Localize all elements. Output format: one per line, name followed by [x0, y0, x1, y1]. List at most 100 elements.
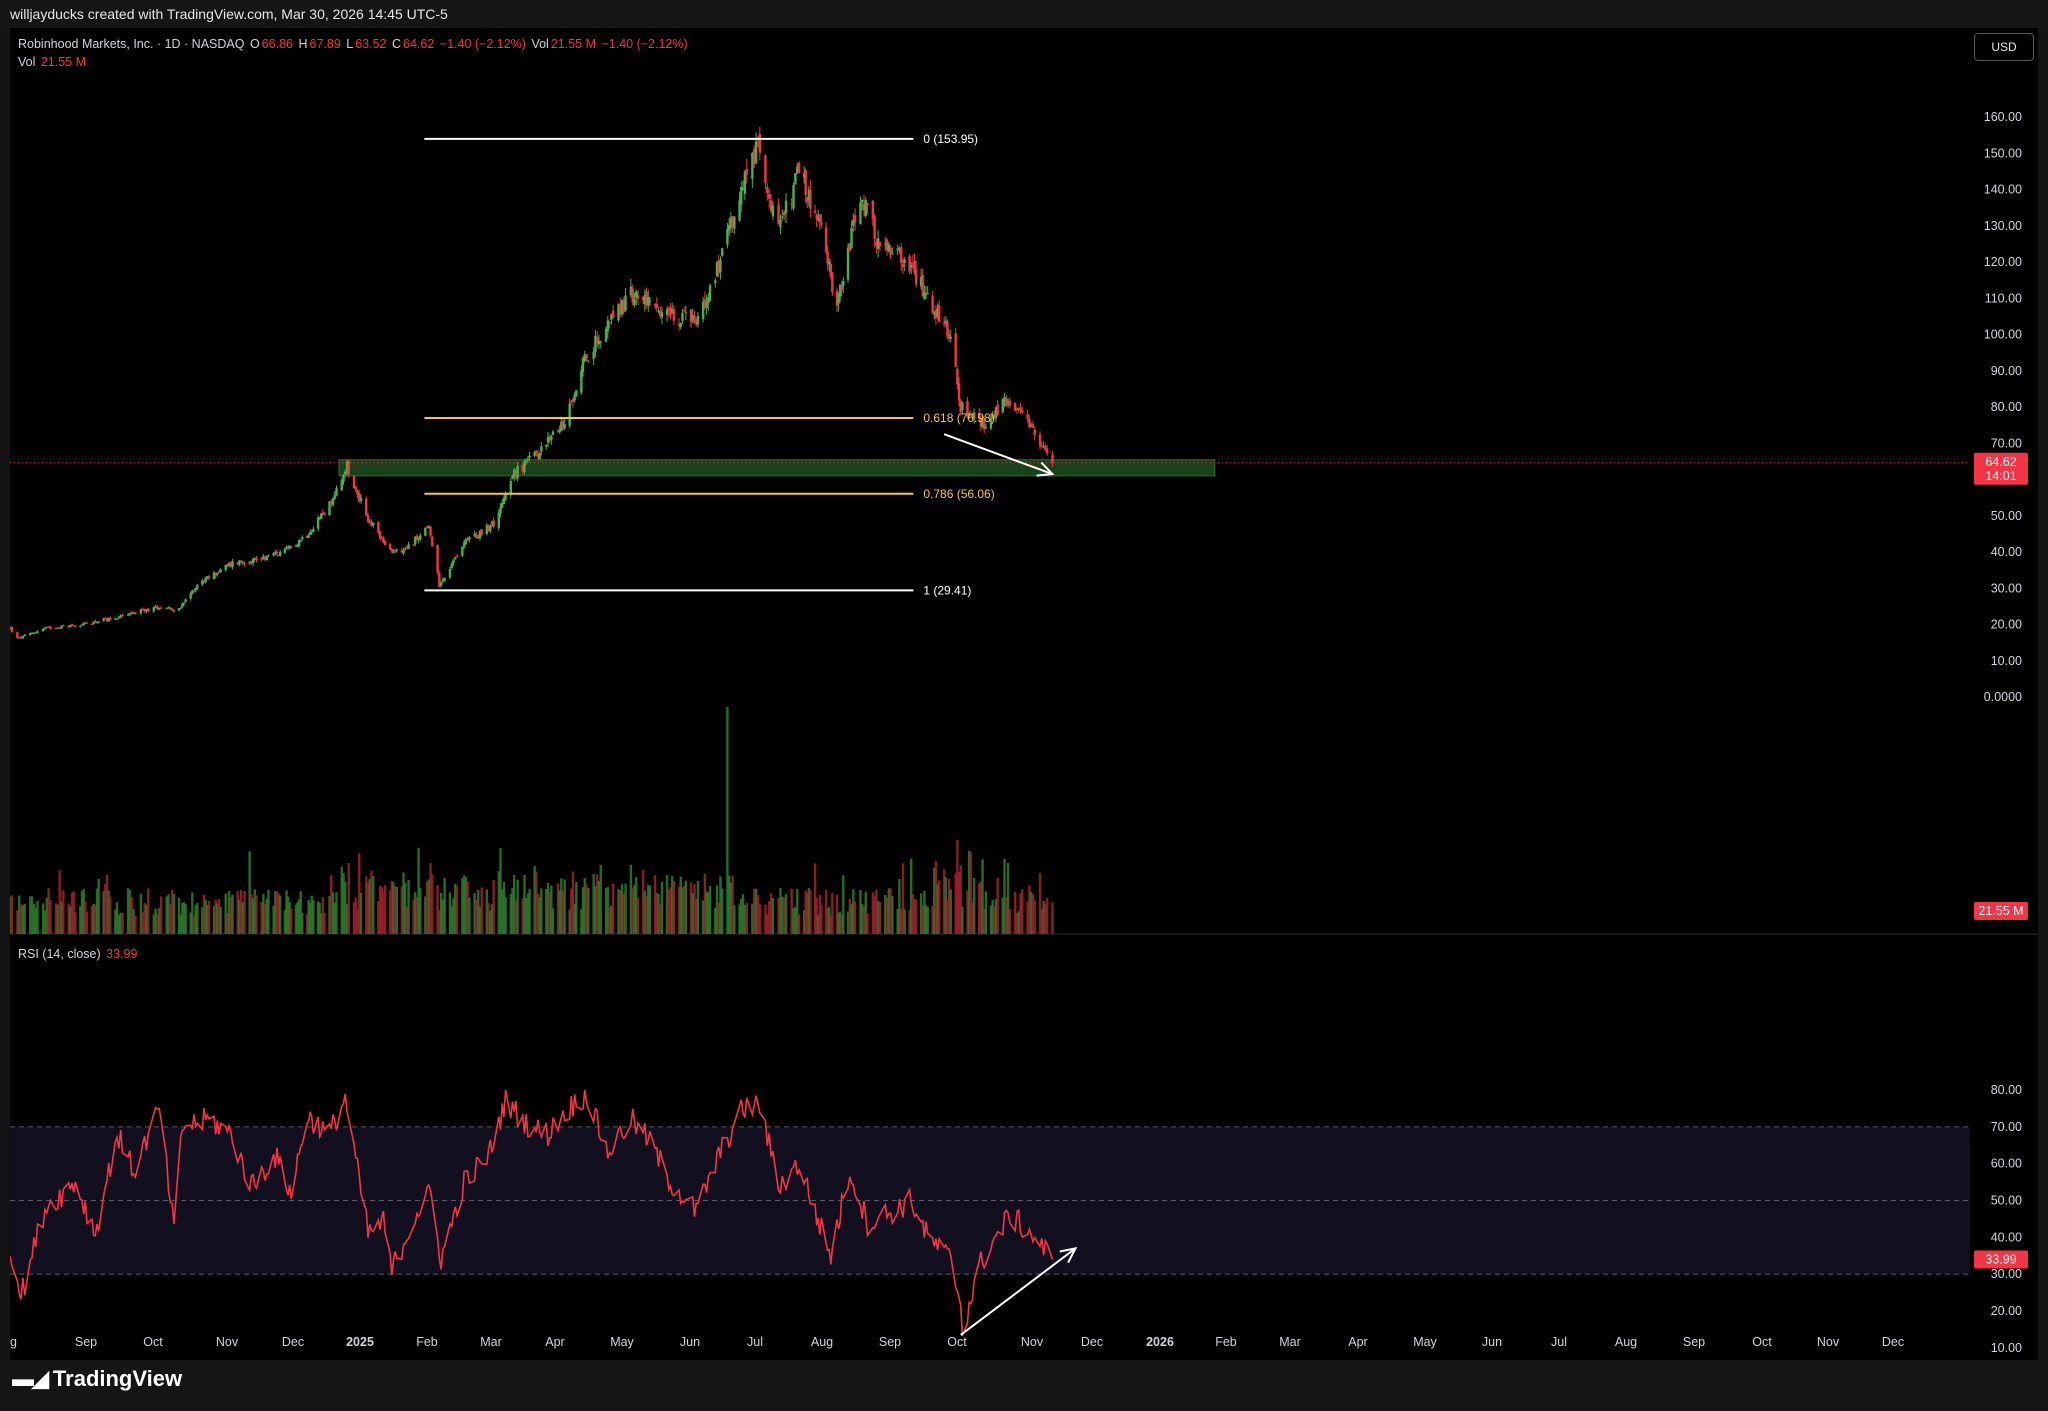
volume-bar [436, 885, 439, 934]
volume-bar [826, 907, 829, 934]
candle-body [580, 370, 583, 393]
candle-body [207, 576, 211, 579]
volume-bar [921, 905, 924, 934]
volume-bar [771, 898, 775, 934]
price-tick-label: 10.00 [1991, 654, 2022, 668]
volume-bar [848, 898, 851, 934]
rsi-series [9, 1089, 1054, 1337]
candle-body [954, 333, 957, 367]
currency-button[interactable]: USD [1974, 33, 2034, 61]
candle-body [771, 205, 775, 217]
candle-body [597, 340, 601, 345]
chart-area[interactable]: 0 (153.95) 0.618 (76.98) 0.786 (56.06) 1 (2… [3, 28, 2038, 1360]
volume-bar [265, 898, 268, 934]
volume-bar [636, 897, 640, 934]
candle-body [392, 551, 395, 553]
volume-bar [991, 899, 994, 934]
volume-bar [903, 909, 906, 934]
volume-bar [487, 902, 490, 934]
candle-body [312, 529, 315, 532]
time-axis-label: Sep [75, 1335, 97, 1349]
volume-bar [74, 912, 77, 934]
candle-body [837, 293, 840, 304]
rsi-tag-label: 33.99 [1985, 1252, 2016, 1266]
tradingview-logo[interactable]: ▬◢ TradingView [12, 1366, 182, 1392]
volume-bar [842, 875, 845, 934]
candle-body [908, 256, 911, 272]
fib-level-label: 0.786 (56.06) [923, 487, 994, 501]
volume-bar [846, 911, 850, 934]
volume-bar [514, 900, 518, 934]
volume-bar [792, 907, 795, 934]
volume-bar [733, 905, 736, 934]
volume-bar [32, 903, 36, 934]
candle-body [72, 625, 75, 627]
volume-bar [831, 892, 834, 934]
volume-bar [741, 894, 745, 934]
candle-body [796, 166, 799, 174]
volume-bar [535, 871, 538, 934]
volume-bar [901, 863, 905, 934]
price-tick-label: 30.00 [1991, 581, 2022, 595]
volume-bar [414, 892, 417, 934]
candle-body [403, 548, 407, 550]
candle-body [305, 535, 309, 538]
volume-bar [473, 893, 476, 934]
volume-bar [308, 902, 312, 934]
fibonacci-retracement[interactable]: 0 (153.95) 0.618 (76.98) 0.786 (56.06) 1 (2… [424, 132, 995, 597]
candle-body [682, 310, 686, 312]
chart-canvas[interactable]: 0 (153.95) 0.618 (76.98) 0.786 (56.06) 1 (2… [3, 28, 2038, 1360]
time-axis-label: Aug [811, 1335, 833, 1349]
volume-bar [984, 891, 988, 934]
support-zone-layer [10, 459, 1970, 477]
candle-body [947, 334, 951, 339]
candle-body [875, 242, 878, 246]
candle-body [581, 357, 585, 372]
time-axis-label: Mar [480, 1335, 502, 1349]
volume-tag [1974, 902, 2028, 920]
candle-body [972, 412, 976, 419]
candle-body [604, 329, 608, 342]
volume-bar [696, 880, 700, 934]
volume-bar [796, 889, 799, 934]
volume-bar [784, 894, 788, 934]
candle-body [443, 577, 446, 581]
volume-bar [475, 900, 478, 934]
candle-body [659, 310, 662, 316]
volume-bar [653, 875, 657, 934]
candle-body [946, 321, 949, 337]
candle-body [54, 627, 58, 629]
volume-bar [490, 904, 494, 934]
high-value: 67.89 [309, 37, 341, 51]
time-axis-label: Dec [1081, 1335, 1103, 1349]
time-axis-label: Jul [1551, 1335, 1567, 1349]
candle-body [903, 259, 906, 263]
volume-bar [347, 862, 350, 934]
last-price-tag [1974, 452, 2028, 485]
candle-body [307, 535, 310, 538]
volume-bar [703, 873, 707, 934]
candle-body [758, 133, 762, 153]
trend-arrows[interactable] [943, 433, 1078, 1336]
volume-bar [876, 901, 880, 934]
candle-body [192, 591, 196, 593]
volume-bar [665, 874, 669, 934]
candle-body [1045, 448, 1049, 454]
volume-bar [217, 899, 221, 934]
price-tick-label: 120.00 [1984, 255, 2022, 269]
candle-body [251, 558, 255, 564]
candle-body [382, 537, 385, 543]
volume-bar [294, 904, 298, 934]
volume-bar [1028, 885, 1031, 934]
volume-bar [743, 904, 747, 934]
volume-bar [873, 896, 876, 934]
candle-body [105, 618, 109, 621]
volume-bar [452, 898, 455, 934]
candle-body [933, 311, 936, 315]
volume-bar [797, 914, 801, 934]
volume-bar [914, 899, 918, 934]
candle-body [107, 617, 110, 622]
volume-bar [462, 875, 466, 934]
candle-body [85, 622, 89, 624]
volume-bar [181, 902, 184, 934]
